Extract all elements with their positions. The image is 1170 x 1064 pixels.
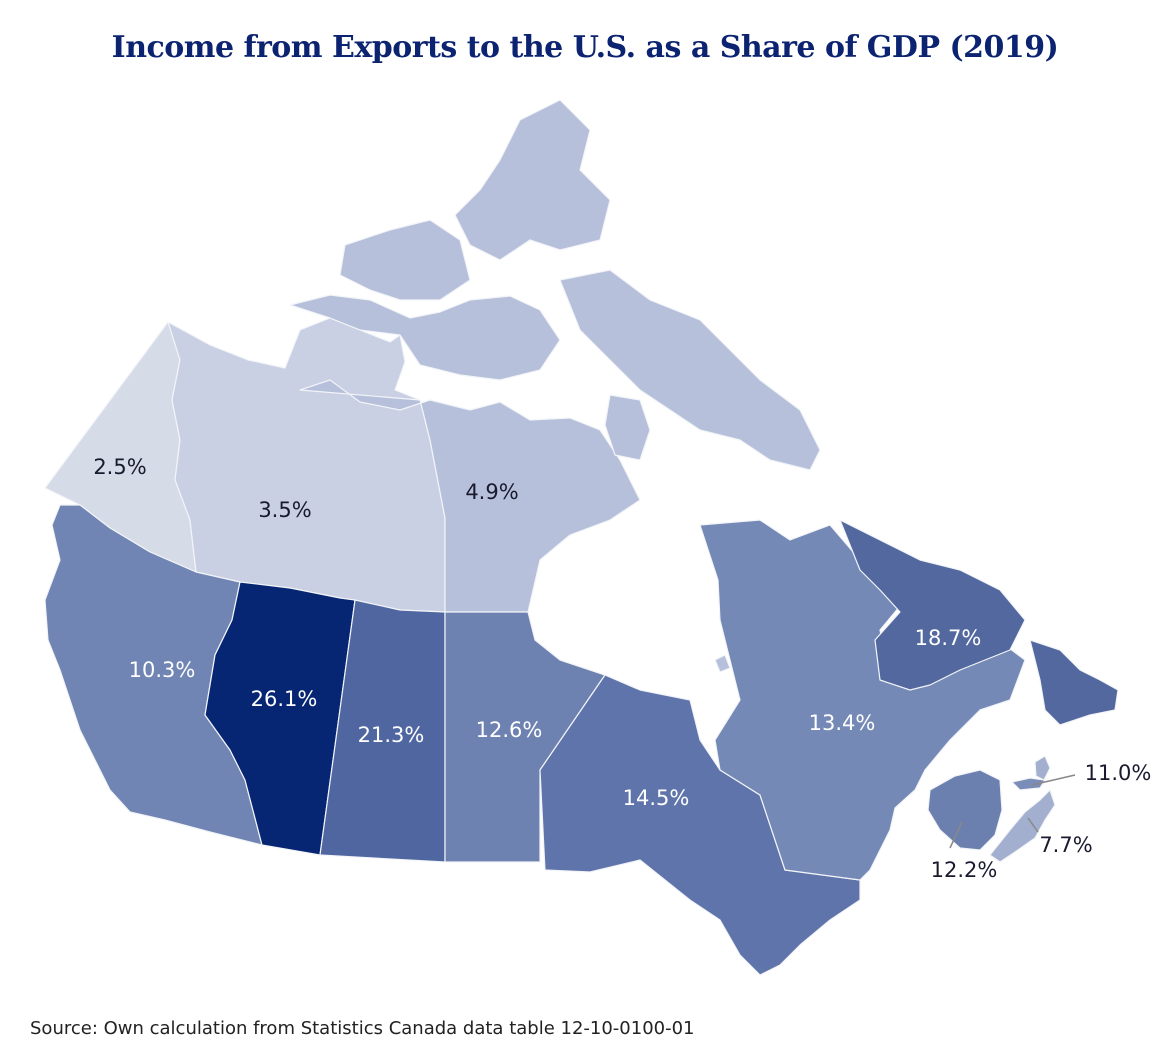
region-nova-scotia-cape-breton xyxy=(1034,755,1051,781)
label-bc: 10.3% xyxy=(129,658,196,682)
region-bc[interactable] xyxy=(44,504,263,846)
region-new-brunswick[interactable] xyxy=(927,769,1003,851)
region-nunavut-islands-north xyxy=(454,99,611,261)
label-nwt: 3.5% xyxy=(258,498,311,522)
region-pei[interactable] xyxy=(1011,777,1046,791)
region-nunavut[interactable] xyxy=(299,379,641,613)
region-nwt[interactable] xyxy=(167,317,446,613)
region-nunavut-islands-mid xyxy=(289,294,561,381)
label-pei: 11.0% xyxy=(1085,761,1152,785)
leader-line-nova-scotia xyxy=(1027,817,1039,833)
region-nova-scotia[interactable] xyxy=(989,789,1056,863)
label-nunavut: 4.9% xyxy=(465,480,518,504)
label-newfoundland: 18.7% xyxy=(915,626,982,650)
leader-line-new-brunswick xyxy=(949,821,963,849)
region-nunavut-belcher xyxy=(714,654,731,673)
map-title: Income from Exports to the U.S. as a Sha… xyxy=(111,30,1059,65)
region-ontario[interactable] xyxy=(539,674,861,976)
label-nova-scotia: 7.7% xyxy=(1039,833,1092,857)
region-newfoundland[interactable] xyxy=(839,519,1026,691)
region-newfoundland-island xyxy=(1029,639,1119,726)
leader-line-pei xyxy=(1031,774,1076,786)
label-ontario: 14.5% xyxy=(623,786,690,810)
label-yukon: 2.5% xyxy=(93,455,146,479)
label-saskatchewan: 21.3% xyxy=(358,723,425,747)
region-nunavut-baffin xyxy=(559,269,821,471)
label-new-brunswick: 12.2% xyxy=(931,858,998,882)
label-alberta: 26.1% xyxy=(251,687,318,711)
region-nunavut-islands-east xyxy=(604,394,651,461)
source-note: Source: Own calculation from Statistics … xyxy=(30,1018,695,1039)
region-alberta[interactable] xyxy=(204,581,356,856)
region-nunavut-islands-west xyxy=(339,219,471,301)
label-manitoba: 12.6% xyxy=(476,718,543,742)
label-quebec: 13.4% xyxy=(809,711,876,735)
